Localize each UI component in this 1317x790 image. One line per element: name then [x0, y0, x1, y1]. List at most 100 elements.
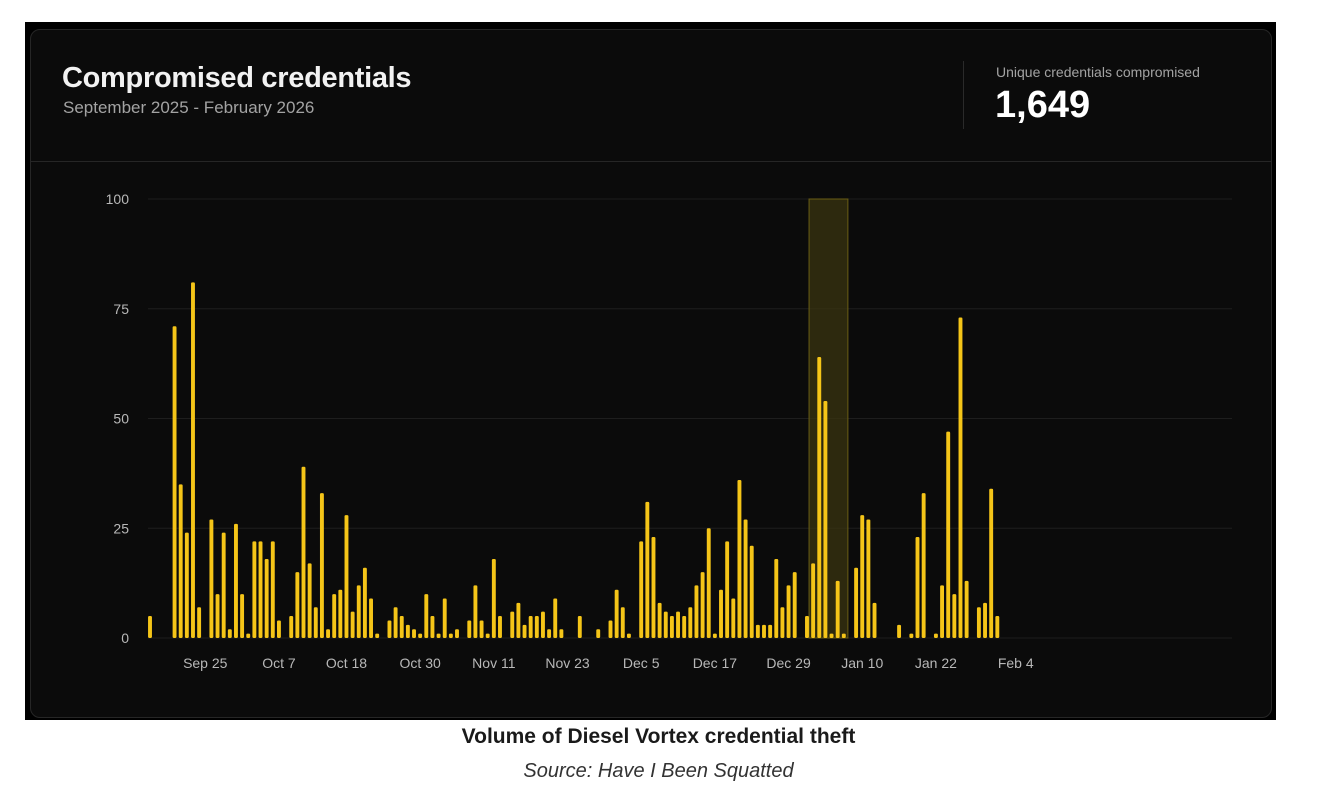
data-bar — [976, 607, 981, 638]
data-bar — [307, 563, 312, 638]
data-bar — [663, 611, 668, 638]
data-bar — [547, 629, 552, 638]
data-bar — [614, 589, 619, 638]
data-bar — [246, 633, 251, 638]
data-bar — [498, 616, 502, 638]
data-bar — [676, 611, 680, 638]
data-bar — [786, 585, 791, 638]
data-bar — [448, 633, 453, 638]
x-tick-label: Feb 4 — [998, 655, 1034, 671]
data-bar — [258, 541, 263, 638]
x-tick-label: Oct 30 — [400, 655, 441, 671]
data-bar — [356, 585, 361, 638]
data-bar — [805, 616, 809, 638]
figure-caption: Volume of Diesel Vortex credential theft — [461, 725, 856, 748]
data-bar — [436, 633, 441, 638]
stat-label: Unique credentials compromised — [996, 64, 1200, 80]
data-bar — [510, 611, 515, 638]
data-bar — [768, 624, 773, 638]
data-bar — [541, 611, 545, 638]
data-bar — [596, 629, 601, 638]
data-bar — [399, 616, 404, 638]
date-range-subtitle: September 2025 - February 2026 — [63, 98, 315, 117]
highlight-band — [808, 198, 849, 639]
data-bar — [712, 633, 717, 638]
data-bar — [197, 607, 202, 638]
data-bar — [227, 629, 232, 638]
data-bar — [749, 545, 754, 638]
data-bar — [860, 515, 865, 638]
data-bar — [946, 431, 951, 638]
x-tick-label: Dec 5 — [623, 655, 660, 671]
data-bar — [455, 629, 459, 638]
y-tick-label: 50 — [113, 411, 129, 427]
y-tick-label: 100 — [106, 191, 130, 207]
data-bar — [559, 629, 564, 638]
data-bar — [479, 620, 484, 638]
data-bar — [700, 572, 705, 638]
data-bar — [338, 589, 343, 638]
stat-value: 1,649 — [995, 84, 1091, 126]
data-bar — [841, 633, 846, 638]
data-bar — [792, 572, 797, 638]
data-bar — [350, 611, 355, 638]
y-tick-label: 75 — [113, 301, 129, 317]
data-bar — [326, 629, 331, 638]
data-bar — [178, 484, 183, 638]
data-bar — [762, 624, 766, 638]
data-bar — [270, 541, 275, 638]
data-bar — [473, 585, 478, 638]
data-bar — [706, 528, 711, 638]
data-bar — [651, 537, 656, 638]
data-bar — [485, 633, 490, 638]
data-bar — [172, 326, 177, 638]
data-bar — [731, 598, 736, 638]
data-bar — [301, 466, 306, 638]
data-bar — [626, 633, 631, 638]
x-tick-label: Nov 23 — [545, 655, 590, 671]
data-bar — [983, 602, 987, 638]
data-bar — [897, 624, 902, 638]
data-bar — [387, 620, 392, 638]
data-bar — [755, 624, 760, 638]
data-bar — [467, 620, 472, 638]
data-bar — [608, 620, 613, 638]
x-tick-label: Oct 18 — [326, 655, 367, 671]
data-bar — [995, 616, 1000, 638]
data-bar — [933, 633, 938, 638]
data-bar — [430, 616, 435, 638]
data-bar — [737, 479, 742, 638]
data-bar — [418, 633, 423, 638]
data-bar — [940, 585, 945, 638]
data-bar — [719, 589, 723, 638]
data-bar — [639, 541, 644, 638]
data-bar — [811, 563, 816, 638]
data-bar — [829, 633, 834, 638]
data-bar — [362, 567, 367, 638]
x-tick-label: Sep 25 — [183, 655, 228, 671]
data-bar — [375, 633, 380, 638]
data-bar — [332, 594, 337, 638]
data-bar — [313, 607, 318, 638]
figure-source: Source: Have I Been Squatted — [523, 760, 794, 782]
data-bar — [645, 501, 650, 638]
data-bar — [909, 633, 914, 638]
x-tick-label: Dec 17 — [693, 655, 738, 671]
data-bar — [405, 624, 410, 638]
data-bar — [191, 282, 195, 638]
data-bar — [252, 541, 257, 638]
data-bar — [148, 616, 152, 638]
data-bar — [780, 607, 785, 638]
stat-divider — [963, 61, 964, 129]
data-bar — [264, 558, 269, 638]
data-bar — [369, 598, 373, 638]
data-bar — [743, 519, 748, 638]
x-tick-label: Jan 22 — [915, 655, 957, 671]
x-tick-label: Nov 11 — [472, 655, 516, 671]
data-bar — [209, 519, 214, 638]
data-bar — [215, 594, 220, 638]
x-tick-label: Jan 10 — [841, 655, 883, 671]
data-bar — [872, 602, 877, 638]
data-bar — [952, 594, 957, 638]
